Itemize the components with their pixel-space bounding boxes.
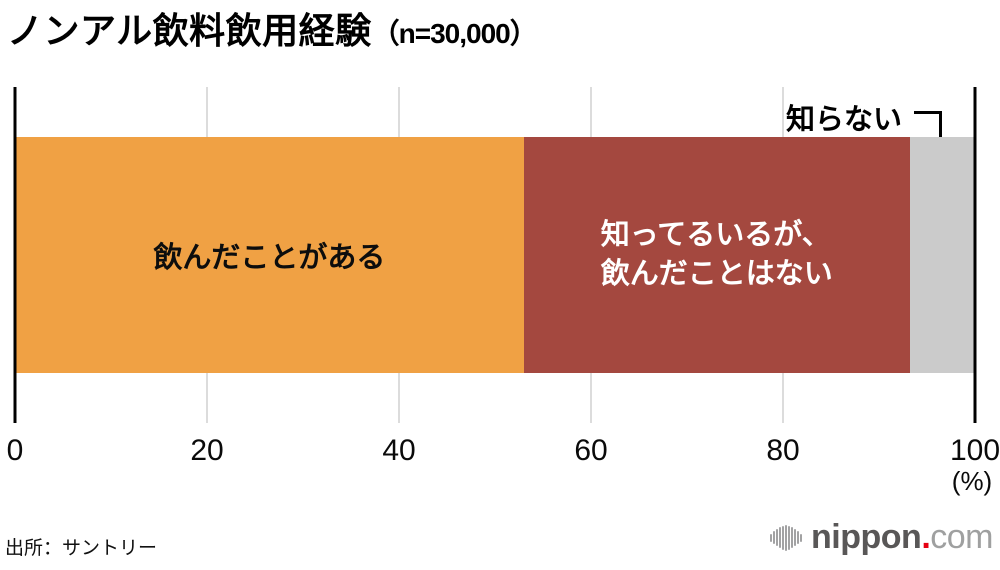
segment-label-know-but-not-drunk: 知ってるいるが、 飲んだことはない <box>600 218 833 290</box>
bar-segment-have-drunk: 飲んだことがある <box>15 137 524 373</box>
nippon-com-logo-text: nippon.com <box>811 518 993 556</box>
plot-area: 飲んだことがある 知ってるいるが、 飲んだことはない <box>13 87 977 423</box>
x-axis-tick-20: 20 <box>190 434 224 467</box>
axis-line <box>13 87 17 423</box>
x-axis-tick-40: 40 <box>382 434 416 467</box>
nippon-com-logo[interactable]: nippon.com <box>770 518 993 557</box>
source-note: 出所：サントリー <box>5 538 158 559</box>
segment-label-have-drunk: 飲んだことがある <box>153 242 386 274</box>
bar-segment-dont-know <box>909 137 975 373</box>
x-axis-tick-80: 80 <box>766 434 800 467</box>
chart-title-sample-size: （n=30,000） <box>371 18 538 49</box>
axis-line <box>973 87 977 423</box>
soundwave-bars-icon <box>770 521 803 555</box>
x-axis: 0 20 40 60 80 100 <box>7 434 1000 470</box>
chart-title: ノンアル飲料飲用経験（n=30,000） <box>7 2 538 54</box>
bar-segment-know-but-not-drunk: 知ってるいるが、 飲んだことはない <box>523 137 910 373</box>
callout-label-dont-know: 知らない <box>786 104 903 136</box>
chart-title-text: ノンアル飲料飲用経験 <box>7 10 372 51</box>
x-axis-tick-60: 60 <box>574 434 608 467</box>
stacked-bar: 飲んだことがある 知ってるいるが、 飲んだことはない <box>15 137 975 373</box>
callout-connector-line <box>914 111 942 140</box>
x-axis-unit-label: (%) <box>951 466 993 496</box>
x-axis-tick-0: 0 <box>6 434 24 467</box>
x-axis-tick-100: 100 <box>949 434 1000 467</box>
